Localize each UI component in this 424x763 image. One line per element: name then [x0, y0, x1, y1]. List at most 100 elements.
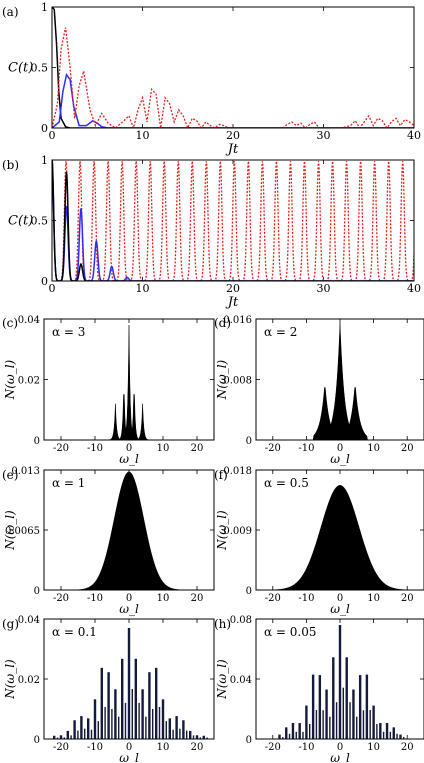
- histogram-bar: [138, 702, 140, 739]
- x-tick-label: 10: [136, 129, 150, 142]
- x-tick-label: 10: [367, 593, 380, 604]
- alpha-label: α = 0.1: [52, 625, 97, 639]
- histogram-area: [44, 325, 214, 441]
- histogram-bar: [84, 728, 86, 739]
- plot-frame: [255, 618, 424, 740]
- histogram-bar: [322, 710, 324, 739]
- x-tick-label: -10: [298, 443, 314, 454]
- x-axis-label: ω_l: [119, 751, 139, 763]
- histogram-bar: [302, 731, 304, 739]
- histogram-bar: [121, 658, 124, 739]
- histogram-bar: [298, 723, 301, 739]
- histogram: [44, 325, 214, 441]
- histogram-bar: [93, 699, 97, 739]
- histogram-bar: [372, 705, 375, 739]
- histogram-bar: [175, 716, 178, 739]
- y-tick-label: 0: [34, 735, 40, 746]
- x-tick-label: 0: [126, 443, 132, 454]
- histogram-bar: [63, 737, 65, 739]
- histogram-bar: [352, 689, 355, 739]
- panel-g: (g) -20 -10 0 10 20 0 0.02 0.04 α = 0.1 ω_l N(ω_l): [2, 615, 215, 763]
- x-tick-label: 20: [226, 129, 240, 142]
- histogram-bar: [118, 716, 120, 739]
- y-tick-label: 0.5: [31, 215, 49, 228]
- plot-frame: [255, 318, 424, 441]
- histogram-bar: [141, 689, 144, 739]
- panel-d: (d) -20 -10 0 10 20 0 0.008 0.016 α = 2 ω_l N(ω_l): [214, 315, 424, 466]
- x-tick-label: 10: [157, 593, 170, 604]
- histogram-bar: [145, 716, 147, 739]
- series-line-1: [52, 161, 414, 281]
- y-tick-label: 0.08: [230, 615, 252, 626]
- histogram-bar: [295, 731, 297, 739]
- y-axis-label: N(ω_l): [3, 359, 17, 400]
- plot-frame: [43, 618, 215, 740]
- x-tick-label: 20: [226, 282, 240, 295]
- histogram-bar: [305, 705, 308, 739]
- histogram-bar: [56, 737, 59, 739]
- alpha-label: α = 3: [52, 325, 85, 339]
- histogram-bar: [288, 733, 291, 739]
- histogram-bar: [111, 708, 113, 739]
- x-tick-label: -20: [265, 443, 281, 454]
- x-tick-label: 0: [126, 742, 132, 753]
- histogram-bar: [202, 735, 205, 739]
- histogram-bar: [152, 708, 154, 739]
- x-tick-label: -20: [53, 443, 69, 454]
- histogram-bar: [168, 718, 171, 739]
- x-tick-label: 0: [49, 129, 56, 142]
- histogram-bar: [97, 721, 99, 739]
- panel-label: (h): [214, 617, 231, 631]
- y-axis-label: N(ω_l): [215, 510, 229, 551]
- y-tick-label: 1: [41, 154, 48, 167]
- histogram-bar: [278, 734, 281, 739]
- histogram: [256, 322, 424, 441]
- x-tick-label: -20: [53, 593, 69, 604]
- x-tick-label: 20: [191, 593, 204, 604]
- panel-h: (h) -20 -10 0 10 20 0 0.04 0.08 α = 0.05 ω_l N(ω_l): [214, 615, 424, 763]
- series-line-3: [52, 27, 414, 128]
- histogram-bar: [329, 716, 331, 739]
- histogram: [255, 485, 424, 591]
- histogram-bar: [70, 735, 72, 739]
- histogram-bar: [114, 689, 117, 739]
- histogram-bar: [134, 658, 137, 739]
- y-tick-label: 0.02: [18, 675, 40, 686]
- alpha-label: α = 0.05: [264, 625, 317, 639]
- histogram-bar: [161, 699, 165, 739]
- x-tick-label: 20: [401, 443, 414, 454]
- histogram-bar: [172, 729, 174, 739]
- histogram-bar: [342, 687, 344, 739]
- histogram-bar: [318, 675, 322, 739]
- x-tick-label: 40: [407, 282, 421, 295]
- x-tick-label: 20: [401, 742, 414, 753]
- histogram-bar: [345, 657, 348, 739]
- y-axis-label: N(ω_l): [215, 659, 229, 700]
- histogram-bar: [206, 737, 208, 739]
- y-tick-label: 0: [246, 436, 252, 447]
- histogram-bar: [356, 716, 358, 739]
- y-tick-label: 0: [41, 275, 48, 288]
- panel-label: (e): [2, 468, 18, 482]
- plot-area: [52, 159, 414, 281]
- x-tick-label: 10: [157, 742, 170, 753]
- histogram-bar: [389, 731, 392, 739]
- x-tick-label: 20: [401, 593, 414, 604]
- panel-c: (c) -20 -10 0 10 20 0 0.02 0.04 α = 3 ω_l N(ω_l): [2, 315, 215, 466]
- histogram-bar: [332, 657, 335, 739]
- histogram-bar: [376, 723, 378, 739]
- histogram-bar: [382, 731, 385, 739]
- histogram-bar: [365, 674, 369, 739]
- histogram-bar: [192, 735, 195, 739]
- y-tick-label: 0.016: [223, 315, 252, 326]
- histogram-bar: [127, 628, 131, 739]
- y-tick-label: 0: [34, 436, 40, 447]
- panel-label: (f): [214, 468, 228, 482]
- histogram-bar: [291, 723, 295, 739]
- y-tick-label: 0.5: [31, 62, 49, 75]
- alpha-label: α = 2: [264, 325, 297, 339]
- histogram-area: [256, 322, 424, 441]
- histogram-bar: [104, 706, 106, 739]
- histogram-bar: [77, 730, 79, 739]
- x-axis-label: ω_l: [119, 452, 139, 466]
